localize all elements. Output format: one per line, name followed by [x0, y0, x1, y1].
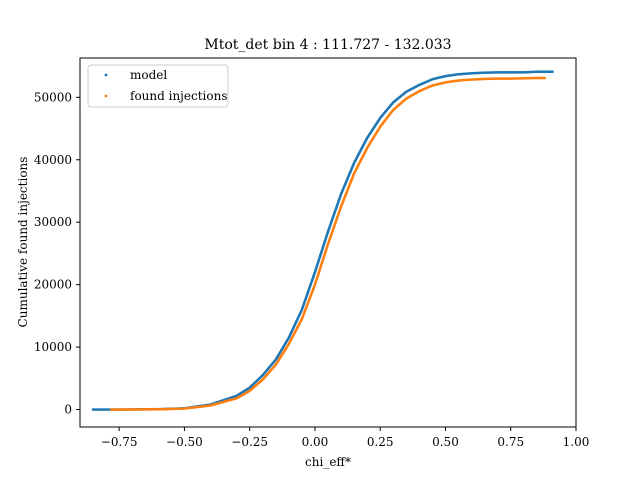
x-tick-label: 0.25: [367, 435, 394, 449]
x-tick-label: 0.00: [302, 435, 329, 449]
y-tick-label: 50000: [34, 90, 72, 104]
legend: model found injections: [87, 64, 229, 108]
x-tick-label: −0.75: [101, 435, 138, 449]
legend-box: [87, 64, 229, 108]
y-axis-label: Cumulative found injections: [16, 157, 30, 328]
data-point: [543, 76, 546, 80]
data-point: [551, 70, 554, 74]
x-tick-label: 0.50: [432, 435, 459, 449]
x-tick-label: 1.00: [563, 435, 590, 449]
legend-label-model: model: [130, 68, 167, 82]
x-axis-label: chi_eff*: [305, 455, 351, 469]
legend-marker-found-injections: [104, 94, 108, 98]
plot-area: [79, 57, 577, 428]
y-tick-label: 40000: [34, 153, 72, 167]
x-axis-ticks: −0.75 −0.50 −0.25 0.00 0.25 0.50 0.75 1.00: [101, 427, 590, 449]
y-tick-label: 30000: [34, 215, 72, 229]
series-found-injections: [110, 76, 546, 411]
chart-title: Mtot_det bin 4 : 111.727 - 132.033: [204, 37, 451, 53]
y-tick-label: 20000: [34, 278, 72, 292]
y-axis-ticks: 0 10000 20000 30000 40000 50000: [34, 90, 80, 417]
legend-marker-model: [104, 73, 108, 77]
x-tick-label: −0.25: [231, 435, 268, 449]
axes-frame: [79, 57, 577, 428]
legend-label-found-injections: found injections: [130, 89, 228, 103]
x-tick-label: 0.75: [497, 435, 524, 449]
y-tick-label: 10000: [34, 340, 72, 354]
y-tick-label: 0: [64, 403, 72, 417]
series-layer: [91, 70, 554, 411]
x-tick-label: −0.50: [166, 435, 203, 449]
